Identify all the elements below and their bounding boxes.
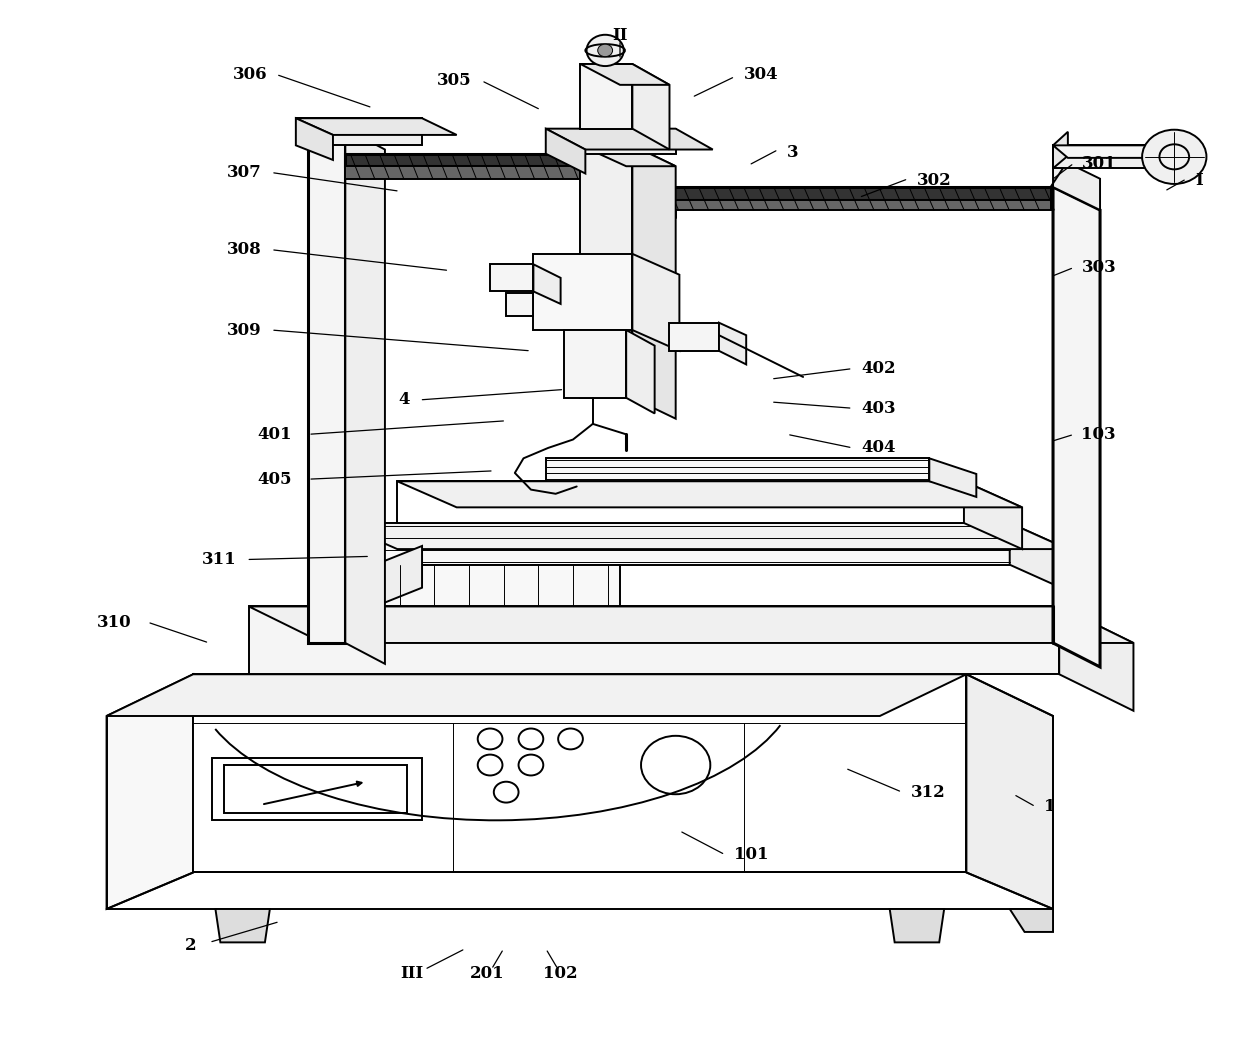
Polygon shape bbox=[890, 909, 944, 942]
Polygon shape bbox=[309, 129, 345, 643]
Polygon shape bbox=[249, 607, 1059, 675]
Polygon shape bbox=[546, 129, 585, 174]
Text: 310: 310 bbox=[97, 614, 131, 631]
Polygon shape bbox=[632, 187, 1050, 200]
Text: I: I bbox=[1195, 173, 1203, 189]
Polygon shape bbox=[1053, 156, 1100, 210]
Circle shape bbox=[1142, 130, 1207, 184]
Text: 305: 305 bbox=[436, 72, 471, 89]
Text: 2: 2 bbox=[185, 937, 197, 954]
Polygon shape bbox=[580, 64, 632, 129]
Text: 403: 403 bbox=[862, 400, 895, 416]
Text: 308: 308 bbox=[227, 242, 262, 258]
Polygon shape bbox=[296, 118, 334, 160]
Polygon shape bbox=[193, 675, 966, 872]
Polygon shape bbox=[632, 200, 1050, 210]
Polygon shape bbox=[374, 565, 620, 607]
Text: 301: 301 bbox=[1081, 155, 1116, 172]
Polygon shape bbox=[929, 458, 976, 497]
Polygon shape bbox=[632, 64, 670, 150]
Text: 307: 307 bbox=[227, 164, 262, 181]
Text: 401: 401 bbox=[258, 426, 293, 442]
Text: 101: 101 bbox=[734, 846, 769, 863]
Text: 1: 1 bbox=[1044, 798, 1056, 815]
Text: 404: 404 bbox=[862, 439, 895, 456]
Polygon shape bbox=[216, 909, 270, 942]
Text: 309: 309 bbox=[227, 321, 262, 339]
Polygon shape bbox=[533, 265, 560, 304]
Polygon shape bbox=[339, 523, 1009, 565]
Text: 311: 311 bbox=[202, 551, 237, 568]
Text: 3: 3 bbox=[787, 144, 799, 161]
Text: 303: 303 bbox=[1081, 259, 1116, 276]
Polygon shape bbox=[107, 675, 966, 717]
Polygon shape bbox=[1053, 145, 1204, 158]
Polygon shape bbox=[249, 607, 1133, 643]
Polygon shape bbox=[580, 145, 676, 166]
Polygon shape bbox=[966, 675, 1053, 909]
Polygon shape bbox=[296, 118, 422, 145]
Text: 4: 4 bbox=[398, 391, 409, 408]
Text: 201: 201 bbox=[470, 965, 505, 982]
Polygon shape bbox=[345, 166, 632, 179]
Polygon shape bbox=[564, 329, 626, 397]
Polygon shape bbox=[506, 294, 533, 317]
Circle shape bbox=[598, 44, 613, 56]
Polygon shape bbox=[719, 323, 746, 364]
Circle shape bbox=[587, 35, 624, 66]
Text: 103: 103 bbox=[1081, 426, 1116, 442]
Polygon shape bbox=[1059, 607, 1133, 711]
Polygon shape bbox=[580, 145, 632, 397]
Text: III: III bbox=[401, 965, 424, 982]
Polygon shape bbox=[546, 458, 929, 481]
Polygon shape bbox=[626, 329, 655, 413]
Polygon shape bbox=[1053, 132, 1068, 168]
Polygon shape bbox=[1053, 187, 1100, 667]
Polygon shape bbox=[1053, 145, 1189, 168]
Polygon shape bbox=[490, 265, 533, 292]
Polygon shape bbox=[345, 129, 384, 664]
Polygon shape bbox=[546, 129, 713, 150]
Text: 306: 306 bbox=[233, 66, 268, 83]
Text: 405: 405 bbox=[258, 471, 293, 487]
Text: 312: 312 bbox=[910, 783, 945, 800]
Polygon shape bbox=[1009, 909, 1053, 932]
Polygon shape bbox=[345, 154, 632, 166]
Text: 402: 402 bbox=[862, 360, 895, 378]
Polygon shape bbox=[296, 118, 456, 135]
Polygon shape bbox=[632, 145, 676, 418]
Polygon shape bbox=[580, 64, 670, 85]
Polygon shape bbox=[546, 129, 676, 154]
Text: II: II bbox=[613, 27, 627, 44]
Polygon shape bbox=[632, 254, 680, 350]
Polygon shape bbox=[339, 523, 1068, 549]
Polygon shape bbox=[107, 675, 193, 909]
Text: 102: 102 bbox=[543, 965, 578, 982]
Polygon shape bbox=[397, 481, 963, 523]
Polygon shape bbox=[397, 481, 1022, 507]
Text: 304: 304 bbox=[744, 66, 779, 83]
Polygon shape bbox=[374, 546, 422, 607]
Polygon shape bbox=[533, 254, 632, 329]
Polygon shape bbox=[670, 323, 719, 350]
Polygon shape bbox=[1009, 523, 1068, 591]
Text: 302: 302 bbox=[916, 173, 951, 189]
Polygon shape bbox=[963, 481, 1022, 549]
